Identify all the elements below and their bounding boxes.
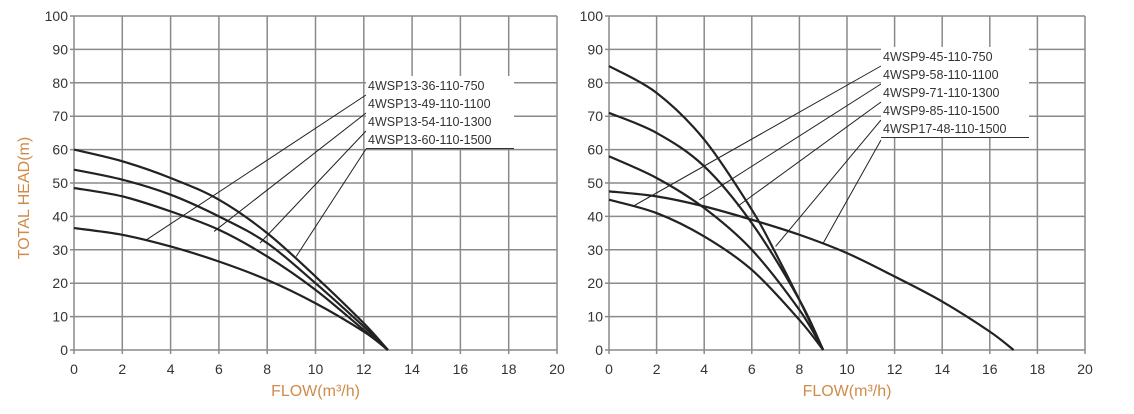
x-tick-label: 16 <box>453 361 469 377</box>
legend-box <box>366 130 514 148</box>
x-tick-label: 12 <box>887 361 903 377</box>
x-tick-label: 10 <box>308 361 324 377</box>
y-tick-label: 0 <box>60 342 68 358</box>
series-curve-4WSP13-54-110-1300 <box>73 168 389 351</box>
y-tick-label: 90 <box>52 41 68 57</box>
y-tick-label: 0 <box>595 342 603 358</box>
legend-label: 4WSP17-48-110-1500 <box>883 122 1007 136</box>
y-tick-label: 70 <box>52 108 68 124</box>
legend-box <box>881 47 1029 65</box>
y-tick-label: 10 <box>587 309 603 325</box>
y-tick-label: 100 <box>45 8 69 24</box>
chart-panel-1: 0 2 4 6 8 10 12 14 16 18 20 0 10 20 30 40 50 60 70 80 90 100 F… <box>16 8 565 400</box>
leader-line <box>699 83 882 201</box>
leader-line <box>213 112 367 232</box>
legend-label: 4WSP13-36-110-750 <box>368 79 485 93</box>
x-tick-label: 2 <box>653 361 661 377</box>
legend-box <box>366 112 514 130</box>
x-tick-label: 18 <box>1030 361 1046 377</box>
x-tick-label: 12 <box>356 361 372 377</box>
y-tick-label: 100 <box>580 8 604 24</box>
x-tick-label: 0 <box>605 361 613 377</box>
series-curve-4WSP9-85-110-1500 <box>608 65 825 351</box>
legend-box <box>881 65 1029 83</box>
leader-line <box>822 139 882 244</box>
y-axis-title: TOTAL HEAD(m) <box>16 137 33 259</box>
x-tick-label: 8 <box>263 361 271 377</box>
y-tick-label: 50 <box>587 175 603 191</box>
y-tick-label: 40 <box>52 208 68 224</box>
legend-label: 4WSP13-54-110-1300 <box>368 115 492 129</box>
y-tick-label: 70 <box>587 108 603 124</box>
x-tick-label: 2 <box>118 361 126 377</box>
x-tick-label: 0 <box>70 361 78 377</box>
leader-line <box>259 130 367 244</box>
x-tick-label: 20 <box>549 361 565 377</box>
chart-panel-2: 0 2 4 6 8 10 12 14 16 18 20 0 10 20 30 40 50 60 70 80 90 100 F… <box>580 8 1093 400</box>
series-curve-4WSP9-58-110-1100 <box>608 155 825 351</box>
legend-box <box>881 101 1029 119</box>
y-tick-label: 80 <box>52 75 68 91</box>
y-tick-label: 60 <box>587 142 603 158</box>
legend-box <box>881 83 1029 101</box>
x-tick-label: 14 <box>934 361 950 377</box>
legend-label: 4WSP9-58-110-1100 <box>883 68 999 82</box>
series-curve-4WSP13-60-110-1500 <box>73 148 389 351</box>
x-tick-label: 6 <box>748 361 756 377</box>
series-curve-4WSP17-48-110-1500 <box>608 190 1015 351</box>
legend-box <box>881 119 1029 137</box>
x-tick-label: 14 <box>404 361 420 377</box>
y-tick-label: 80 <box>587 75 603 91</box>
legend-box <box>366 76 514 94</box>
x-tick-label: 20 <box>1077 361 1093 377</box>
x-tick-label: 18 <box>501 361 517 377</box>
series-curve-4WSP13-36-110-750 <box>73 227 389 351</box>
y-tick-label: 10 <box>52 309 68 325</box>
leader-line <box>775 119 882 247</box>
x-tick-label: 10 <box>839 361 855 377</box>
leader-line <box>737 101 882 207</box>
legend-label: 4WSP13-49-110-1100 <box>368 97 491 111</box>
x-tick-label: 16 <box>982 361 998 377</box>
y-tick-label: 30 <box>52 242 68 258</box>
x-tick-label: 4 <box>700 361 708 377</box>
x-tick-label: 8 <box>796 361 804 377</box>
legend-label: 4WSP9-45-110-750 <box>883 50 993 64</box>
x-tick-label: 4 <box>167 361 175 377</box>
y-tick-label: 50 <box>52 175 68 191</box>
legend-label: 4WSP9-85-110-1500 <box>883 104 1000 118</box>
y-tick-label: 20 <box>52 275 68 291</box>
legend-label: 4WSP9-71-110-1300 <box>883 86 1000 100</box>
series-curve-4WSP9-45-110-750 <box>608 198 825 351</box>
x-tick-label: 6 <box>215 361 223 377</box>
y-tick-label: 30 <box>587 242 603 258</box>
y-tick-label: 40 <box>587 208 603 224</box>
legend-box <box>366 94 514 112</box>
series-curve-4WSP13-49-110-1100 <box>73 186 389 351</box>
leader-line <box>632 65 882 207</box>
x-axis-title: FLOW(m³/h) <box>803 383 892 400</box>
y-tick-label: 20 <box>587 275 603 291</box>
x-axis-title: FLOW(m³/h) <box>271 383 360 400</box>
legend-label: 4WSP13-60-110-1500 <box>368 133 492 147</box>
leader-line <box>295 148 367 257</box>
y-tick-label: 90 <box>587 41 603 57</box>
y-tick-label: 60 <box>52 142 68 158</box>
